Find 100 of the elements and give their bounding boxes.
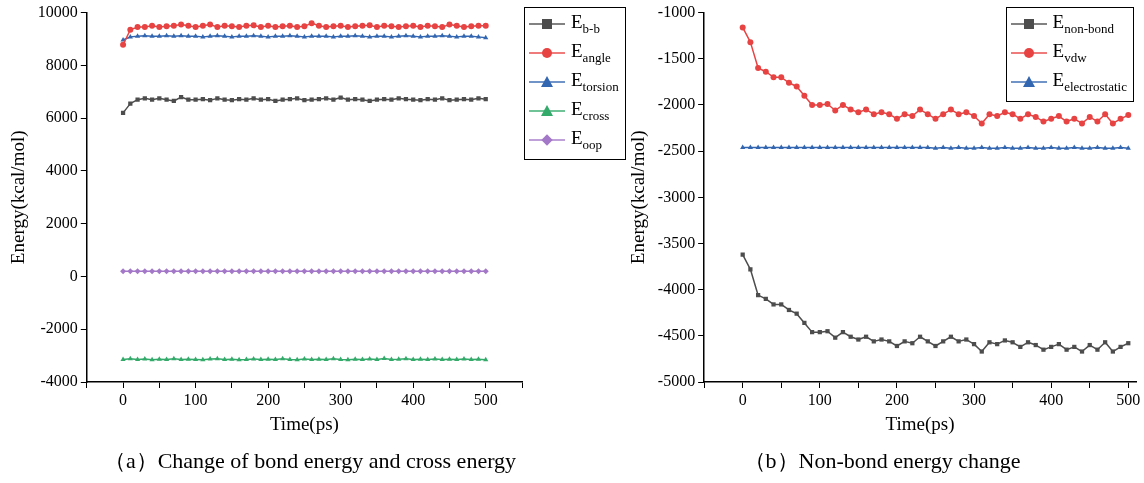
legend-label: E$_{torsion}$: [571, 69, 619, 95]
point: [461, 356, 467, 361]
point: [802, 320, 807, 326]
point: [228, 23, 235, 30]
point: [243, 22, 250, 29]
point: [747, 144, 753, 149]
point: [893, 115, 900, 122]
point: [940, 111, 947, 118]
point: [879, 337, 884, 342]
point: [141, 24, 148, 31]
point: [1032, 113, 1039, 120]
x-tick-label: 100: [807, 390, 832, 408]
point: [135, 97, 140, 102]
point: [367, 356, 373, 361]
point: [971, 145, 977, 150]
point: [222, 356, 228, 362]
point: [193, 33, 199, 38]
point: [279, 268, 286, 275]
point: [431, 268, 438, 275]
point: [214, 268, 221, 275]
point: [294, 24, 301, 31]
point: [134, 268, 141, 275]
point: [956, 144, 962, 149]
point: [373, 268, 380, 275]
point: [280, 33, 286, 38]
point: [359, 22, 366, 29]
point: [825, 329, 830, 334]
point: [840, 144, 846, 149]
point: [352, 268, 359, 275]
point: [855, 144, 861, 149]
x-axis-title: Time(ps): [885, 412, 955, 435]
point: [163, 356, 170, 362]
point: [273, 98, 278, 104]
point: [338, 356, 344, 362]
point: [847, 106, 854, 113]
legend-label: E$_{vdw}$: [1052, 40, 1087, 66]
point: [446, 268, 453, 275]
point: [933, 343, 938, 349]
point: [424, 22, 431, 29]
point: [476, 96, 481, 101]
point: [359, 268, 366, 275]
point: [468, 33, 474, 38]
point: [971, 113, 978, 120]
point: [236, 268, 243, 275]
point: [163, 268, 170, 275]
point: [1048, 144, 1054, 149]
point: [994, 113, 1001, 120]
point: [446, 21, 453, 28]
point: [994, 145, 1000, 150]
point: [345, 33, 351, 38]
x-tick-label: 300: [328, 390, 353, 408]
point: [748, 267, 753, 272]
point: [917, 106, 924, 113]
point: [272, 268, 279, 275]
point: [163, 32, 170, 38]
point: [185, 356, 191, 361]
point: [243, 33, 249, 38]
point: [1048, 115, 1055, 122]
point: [439, 268, 446, 275]
point: [410, 22, 417, 29]
point: [207, 33, 213, 38]
point: [964, 337, 969, 342]
point: [127, 268, 134, 275]
point: [417, 356, 424, 361]
point: [475, 356, 482, 361]
point: [294, 268, 301, 275]
point: [932, 145, 939, 150]
point: [770, 144, 777, 149]
point: [863, 106, 870, 113]
point: [793, 83, 800, 90]
point: [193, 97, 198, 102]
point: [352, 356, 358, 361]
point: [747, 39, 754, 46]
point: [359, 356, 366, 362]
point: [770, 74, 777, 81]
point: [1025, 144, 1031, 149]
point: [1010, 340, 1015, 345]
point: [163, 23, 170, 30]
point: [979, 144, 985, 149]
y-tick-label: -4000: [657, 279, 696, 297]
point: [1010, 145, 1016, 150]
point: [185, 33, 191, 38]
point: [229, 356, 235, 361]
point: [207, 21, 214, 28]
point: [475, 268, 482, 275]
point: [832, 144, 838, 149]
point: [1063, 145, 1070, 150]
x-tick-label: 400: [401, 390, 426, 408]
point: [265, 22, 272, 29]
point: [302, 98, 307, 103]
y-tick-label: -5000: [657, 372, 696, 390]
text: （a）Change of bond energy and cross energy: [102, 447, 518, 475]
point: [185, 268, 192, 275]
y-tick-label: -2000: [40, 319, 78, 337]
y-axis-title: Energy(kcal/mol): [627, 130, 650, 265]
point: [1094, 144, 1101, 149]
point: [453, 22, 460, 29]
point: [483, 34, 489, 40]
point: [432, 356, 438, 361]
point: [1055, 113, 1062, 120]
